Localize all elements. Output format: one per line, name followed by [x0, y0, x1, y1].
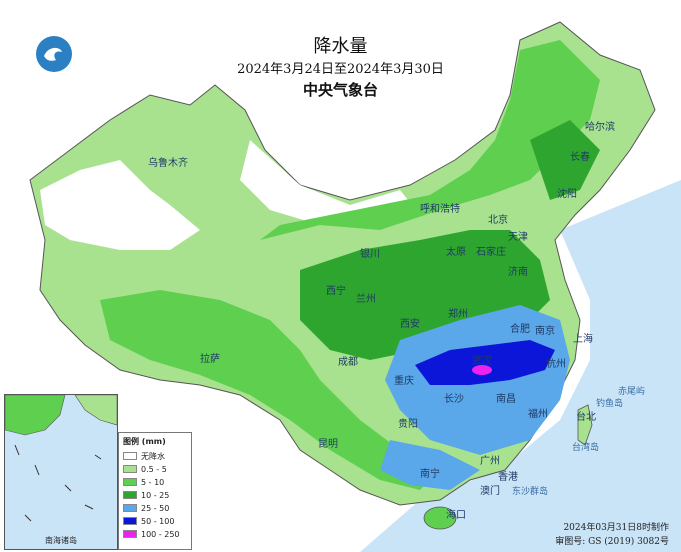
region-5-10-south: [100, 290, 440, 490]
logo-icon: [36, 36, 72, 72]
production-date: 2024年03月31日8时制作: [563, 523, 669, 533]
city-label: 南昌: [496, 394, 516, 405]
city-label: 兰州: [356, 294, 376, 305]
dry-region-north: [240, 140, 420, 225]
city-label: 呼和浩特: [420, 204, 460, 215]
city-label: 合肥: [510, 324, 530, 335]
dry-region-west: [40, 160, 200, 250]
legend-swatch: [123, 491, 137, 499]
city-label: 武汉: [472, 356, 492, 367]
legend-label: 10 - 25: [141, 490, 170, 500]
city-label: 杭州: [546, 359, 566, 370]
legend-item: 100 - 250: [123, 529, 180, 539]
hainan-island-shape: [423, 506, 457, 530]
region-10-25-northeast: [530, 120, 600, 200]
city-label: 乌鲁木齐: [148, 158, 188, 169]
legend: 图例 (mm) 无降水 0.5 - 5 5 - 10 10 - 25 25 - …: [118, 432, 192, 550]
legend-label: 25 - 50: [141, 503, 170, 513]
legend-title: 图例 (mm): [123, 437, 166, 446]
island-label: 东沙群岛: [512, 487, 549, 497]
legend-label: 无降水: [141, 451, 165, 461]
legend-label: 0.5 - 5: [141, 464, 167, 474]
map-date-range: 2024年3月24日至2024年3月30日: [237, 62, 444, 77]
city-label: 哈尔滨: [585, 122, 615, 133]
city-label: 西安: [400, 319, 420, 330]
legend-swatch: [123, 530, 137, 538]
city-label: 重庆: [394, 376, 414, 387]
city-label: 福州: [528, 409, 548, 420]
city-label: 广州: [480, 456, 500, 467]
city-label: 贵阳: [398, 419, 418, 430]
map-review-number: 审图号: GS (2019) 3082号: [555, 537, 669, 547]
city-label: 太原: [446, 247, 466, 258]
city-label: 昆明: [318, 439, 338, 450]
region-50-100: [415, 340, 555, 385]
island-label: 钓鱼岛: [596, 399, 624, 409]
city-label: 拉萨: [200, 354, 220, 365]
city-label: 香港: [498, 472, 518, 483]
city-label: 郑州: [448, 309, 468, 320]
south-china-sea-inset: 南海诸岛: [4, 394, 118, 550]
island-label: 台湾岛: [572, 443, 600, 453]
legend-label: 5 - 10: [141, 477, 165, 487]
sea-area: [360, 180, 681, 552]
city-label: 海口: [446, 510, 466, 521]
city-label: 沈阳: [557, 189, 577, 200]
city-label: 成都: [338, 357, 358, 368]
region-25-50-south: [380, 440, 480, 490]
map-title: 降水量: [313, 36, 368, 57]
legend-item: 0.5 - 5: [123, 464, 167, 474]
city-label: 台北: [576, 412, 596, 423]
legend-item: 无降水: [123, 451, 165, 461]
city-label: 南宁: [420, 469, 440, 480]
legend-swatch: [123, 478, 137, 486]
city-label: 长沙: [444, 394, 464, 405]
legend-item: 50 - 100: [123, 516, 174, 526]
inset-label: 南海诸岛: [45, 536, 77, 545]
inset-map: [5, 395, 117, 522]
city-label: 长春: [570, 152, 590, 163]
city-label: 北京: [488, 215, 508, 226]
legend-item: 25 - 50: [123, 503, 169, 513]
city-label: 济南: [508, 267, 528, 278]
legend-label: 50 - 100: [141, 516, 175, 526]
taiwan-island-shape: [577, 404, 593, 446]
legend-swatch: [123, 465, 137, 473]
legend-swatch: [123, 452, 137, 460]
region-5-10-north: [260, 40, 600, 240]
legend-swatch: [123, 517, 137, 525]
legend-item: 10 - 25: [123, 490, 169, 500]
legend-item: 5 - 10: [123, 477, 164, 487]
legend-label: 100 - 250: [141, 529, 180, 539]
island-label: 赤尾屿: [618, 387, 646, 397]
city-label: 澳门: [480, 486, 500, 497]
city-label: 天津: [508, 232, 528, 243]
city-label: 西宁: [326, 286, 346, 297]
map-agency: 中央气象台: [302, 81, 378, 99]
city-label: 上海: [573, 334, 593, 345]
city-label: 南京: [535, 326, 555, 337]
legend-swatch: [123, 504, 137, 512]
city-label: 石家庄: [476, 247, 506, 258]
region-100-250: [472, 365, 492, 375]
cma-logo: [34, 34, 74, 74]
city-label: 银川: [360, 249, 380, 260]
